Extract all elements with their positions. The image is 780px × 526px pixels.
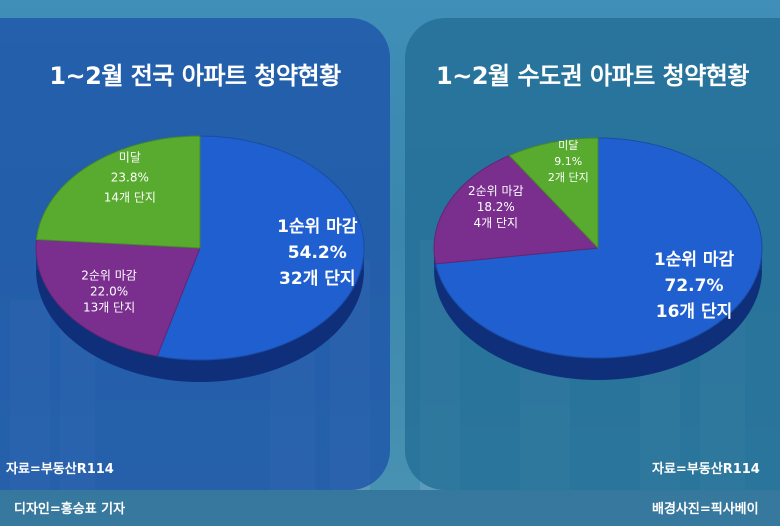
pie-slice: [35, 135, 201, 249]
chart-title: 1~2월 전국 아파트 청약현황: [49, 62, 341, 90]
slice-label: 미달: [119, 150, 141, 164]
pie-slice: [435, 137, 763, 359]
footer-strip: [0, 490, 780, 526]
slice-percent: 22.0%: [90, 285, 128, 299]
slice-count: 32개 단지: [279, 269, 356, 289]
slice-count: 2개 단지: [548, 171, 589, 184]
pie-slice: [433, 154, 600, 265]
slice-label: 1순위 마감: [277, 217, 358, 237]
slice-percent: 9.1%: [554, 155, 582, 168]
pie-slice: [35, 239, 201, 357]
chart-title: 1~2월 수도권 아파트 청약현황: [436, 62, 749, 90]
slice-label: 미달: [558, 139, 578, 152]
slice-label: 2순위 마감: [81, 269, 137, 283]
slice-count: 14개 단지: [104, 190, 156, 204]
slice-percent: 23.8%: [111, 170, 149, 184]
slice-label: 1순위 마감: [654, 250, 735, 270]
slice-percent: 72.7%: [665, 276, 724, 296]
source-label: 자료=부동산R114: [6, 462, 114, 477]
designer-credit: 디자인=홍승표 기자: [14, 502, 126, 517]
slice-count: 16개 단지: [656, 302, 733, 322]
pie-slice: [156, 135, 365, 361]
slice-count: 4개 단지: [473, 216, 518, 230]
pie-slice: [508, 137, 599, 250]
slice-percent: 54.2%: [288, 243, 347, 263]
source-label: 자료=부동산R114: [652, 462, 760, 477]
slice-label: 2순위 마감: [468, 184, 524, 198]
slice-percent: 18.2%: [477, 200, 515, 214]
slice-count: 13개 단지: [83, 301, 135, 315]
background-credit: 배경사진=픽사베이: [652, 502, 759, 517]
